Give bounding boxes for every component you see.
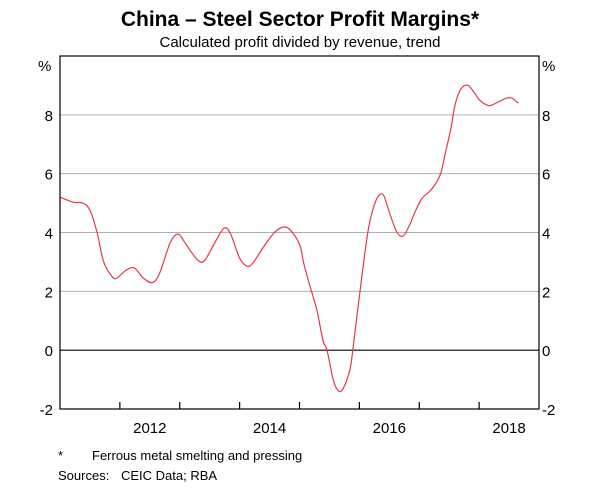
x-tick-label-2016: 2016 (373, 420, 406, 437)
y-tick-label-right: 8 (542, 108, 550, 125)
series-line-profit-margin (59, 84, 519, 393)
y-tick-label-left: 8 (45, 108, 53, 125)
y-tick-label-left: 4 (45, 226, 53, 243)
y-tick-label-right: -2 (542, 402, 555, 419)
x-axis-labels: 2012 2014 2016 2018 (133, 420, 526, 437)
y-tick-label-right: 2 (542, 284, 550, 301)
chart-subtitle: Calculated profit divided by revenue, tr… (159, 34, 440, 51)
y-axis-labels: -2 -2 0 0 2 2 4 4 6 6 8 8 (40, 108, 556, 419)
y-unit-right: % (542, 58, 555, 75)
y-tick-label-right: 4 (542, 226, 550, 243)
y-tick-label-left: 0 (45, 343, 53, 360)
x-tick-label-2012: 2012 (133, 420, 166, 437)
sources-label: Sources: (58, 468, 110, 483)
x-tick-label-2018: 2018 (492, 420, 525, 437)
y-tick-label-left: 6 (45, 167, 53, 184)
sources-text: CEIC Data; RBA (121, 468, 218, 483)
y-tick-label-left: -2 (40, 402, 53, 419)
y-tick-label-right: 6 (542, 167, 550, 184)
footnote-text: Ferrous metal smelting and pressing (92, 448, 303, 463)
x-tick-label-2014: 2014 (253, 420, 286, 437)
footnote-marker: * (58, 448, 64, 463)
chart-title: China – Steel Sector Profit Margins* (121, 8, 480, 31)
y-tick-label-right: 0 (542, 343, 550, 360)
x-axis-ticks (119, 402, 480, 409)
gridlines (60, 114, 539, 292)
y-tick-label-left: 2 (45, 284, 53, 301)
y-unit-left: % (38, 58, 51, 75)
